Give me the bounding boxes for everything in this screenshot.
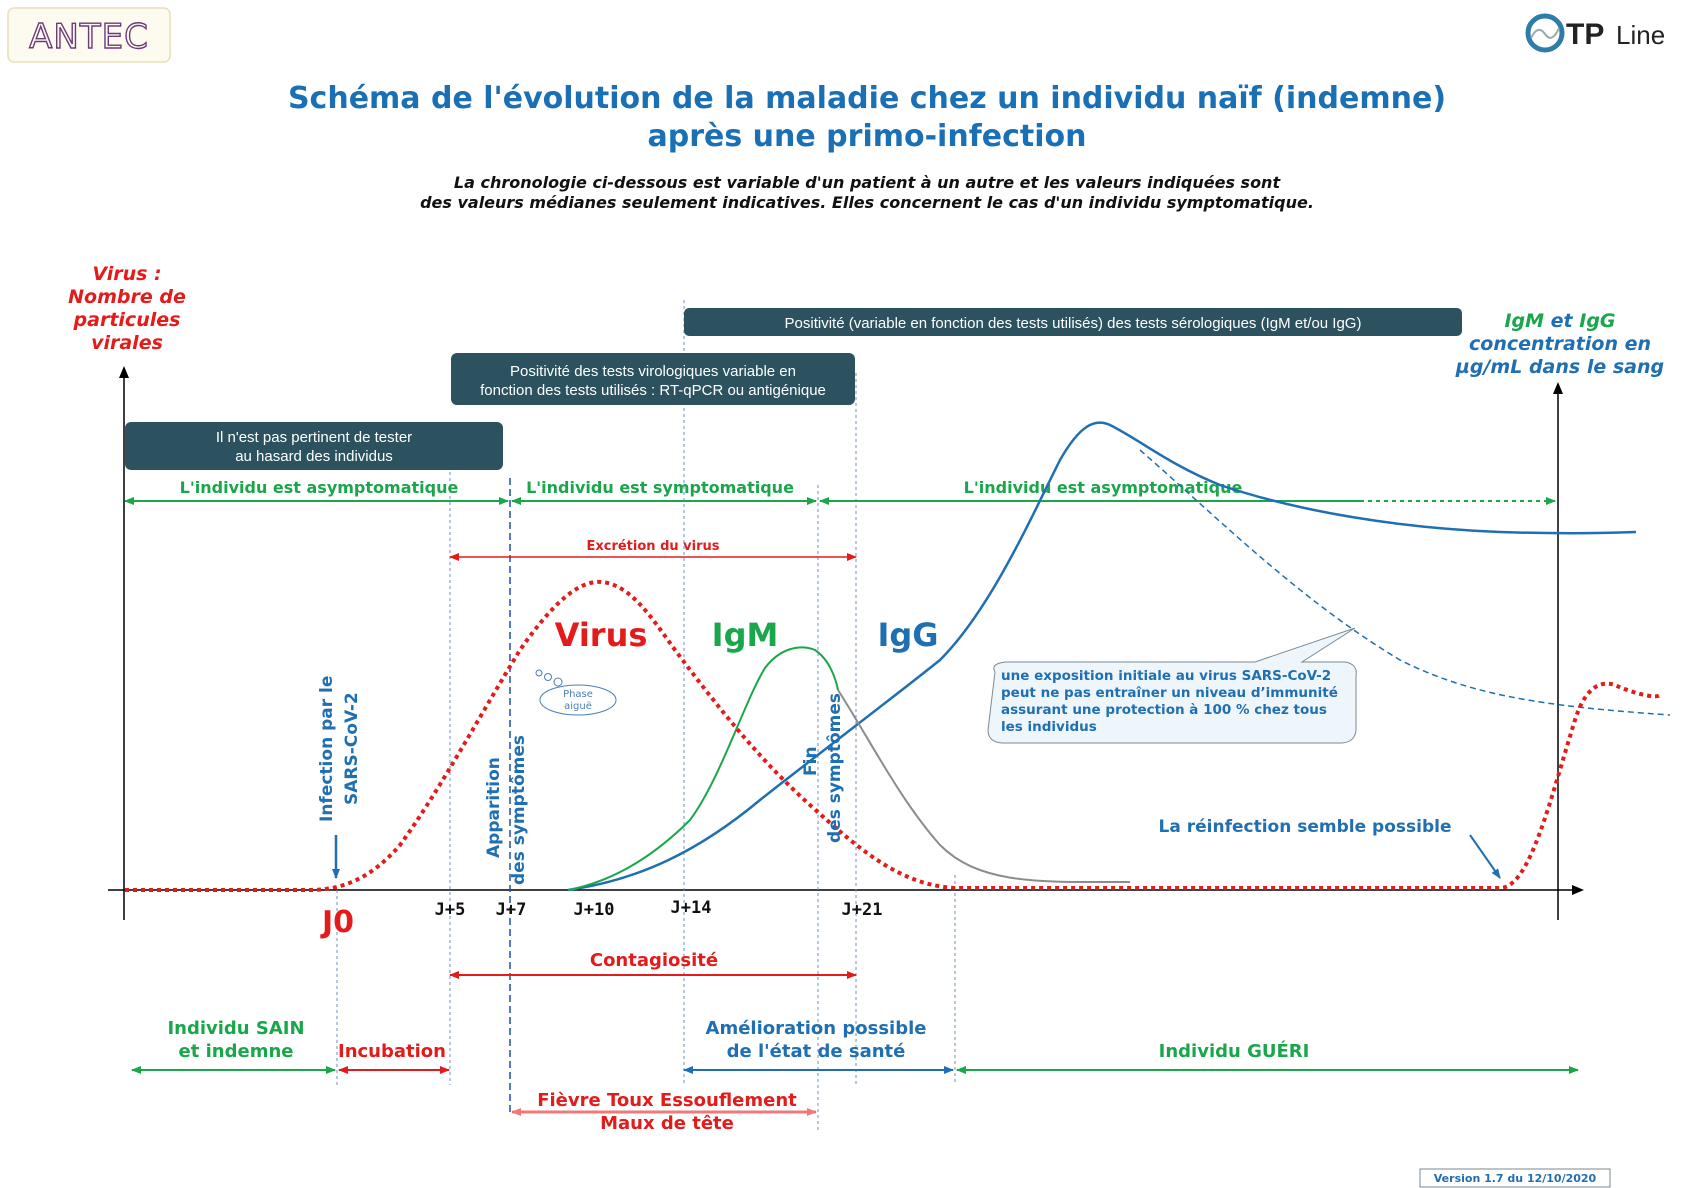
reinfection-label: La réinfection semble possible [1159, 817, 1452, 837]
svg-text:peut ne pas entraîner un nivea: peut ne pas entraîner un niveau d’immuni… [1001, 685, 1338, 701]
svg-text:aiguë: aiguë [564, 701, 592, 712]
svg-text:Il n'est pas pertinent de test: Il n'est pas pertinent de tester [216, 429, 412, 446]
svg-text:Positivité (variable en foncti: Positivité (variable en fonction des tes… [785, 315, 1362, 332]
igg-label: IgG [877, 616, 938, 654]
bottom-arrows [131, 1066, 1579, 1116]
svg-text:ANTEC: ANTEC [29, 17, 149, 57]
healthy-label-2: et indemne [179, 1041, 294, 1062]
svg-text:concentration en: concentration en [1469, 333, 1651, 355]
svg-text:IgM et IgG: IgM et IgG [1504, 310, 1615, 332]
svg-text:Version 1.7 du 12/10/2020: Version 1.7 du 12/10/2020 [1434, 1172, 1597, 1185]
svg-text:Infection par le: Infection par le [317, 676, 337, 822]
right-axis-label: IgM et IgG concentration en µg/mL dans l… [1455, 310, 1664, 378]
phase-asymptomatic-1: L'individu est asymptomatique [180, 478, 459, 497]
subtitle-line-2: des valeurs médianes seulement indicativ… [420, 193, 1314, 212]
subtitle-line-1: La chronologie ci-dessous est variable d… [454, 173, 1282, 192]
svg-text:une exposition initiale au vir: une exposition initiale au virus SARS-Co… [1001, 668, 1331, 684]
virus-label: Virus [555, 616, 648, 654]
symptoms-label-1: Fièvre Toux Essouflement [537, 1090, 797, 1111]
symptoms-label-2: Maux de tête [600, 1113, 734, 1134]
left-axis-label: Virus : Nombre de particules virales [68, 263, 186, 354]
svg-text:Line: Line [1616, 20, 1665, 50]
title-line-2: après une primo-infection [648, 119, 1087, 154]
svg-text:TP: TP [1566, 18, 1604, 51]
igm-label: IgM [712, 616, 779, 654]
healthy-label-1: Individu SAIN [167, 1018, 304, 1039]
svg-text:des symptômes: des symptômes [825, 693, 845, 843]
day-j7: J+7 [496, 900, 527, 920]
antec-logo: ANTEC [7, 7, 171, 63]
day-j5: J+5 [435, 900, 466, 920]
igg-dashed-branch [1139, 449, 1671, 716]
contagiosity-label: Contagiosité [590, 950, 718, 971]
random-test-box: Il n'est pas pertinent de tester au hasa… [125, 422, 503, 470]
tpline-logo: TP Line [1525, 13, 1665, 53]
svg-text:assurant une protection à 100: assurant une protection à 100 % chez tou… [1001, 702, 1327, 718]
svg-text:µg/mL dans le sang: µg/mL dans le sang [1455, 356, 1664, 378]
svg-text:Apparition: Apparition [484, 757, 504, 858]
svg-text:fonction des tests utilisés :: fonction des tests utilisés : RT-qPCR ou… [480, 382, 826, 399]
svg-text:les individus: les individus [1001, 719, 1097, 735]
svg-text:Nombre de: Nombre de [68, 286, 186, 308]
end-symptoms-vertical-label: Fin des symptômes [801, 693, 845, 843]
title-line-1: Schéma de l'évolution de la maladie chez… [288, 81, 1446, 116]
day-j21: J+21 [842, 900, 883, 920]
svg-text:Positivité des tests virologiq: Positivité des tests virologiques variab… [510, 363, 796, 380]
day-j0: J0 [320, 905, 354, 940]
svg-text:au hasard des individus: au hasard des individus [235, 448, 393, 465]
igm-decline-curve [837, 689, 1131, 884]
svg-text:particules: particules [73, 309, 181, 331]
day-j14: J+14 [671, 898, 712, 918]
svg-text:SARS-CoV-2: SARS-CoV-2 [342, 692, 362, 805]
incubation-label: Incubation [338, 1041, 446, 1062]
igg-curve [567, 421, 1637, 892]
igm-curve [567, 646, 839, 891]
improvement-label-1: Amélioration possible [706, 1018, 927, 1039]
reinfection-arrow [1469, 834, 1501, 879]
day-j10: J+10 [574, 900, 615, 920]
cured-label: Individu GUÉRI [1159, 1040, 1310, 1062]
phase-asymptomatic-2: L'individu est asymptomatique [964, 478, 1243, 497]
infection-vertical-label: Infection par le SARS-CoV-2 [317, 676, 362, 822]
svg-text:virales: virales [91, 332, 163, 354]
excretion-label: Excrétion du virus [586, 539, 719, 554]
virus-curve [125, 579, 1662, 892]
immunity-note: une exposition initiale au virus SARS-Co… [987, 627, 1357, 744]
virology-box: Positivité des tests virologiques variab… [451, 353, 855, 405]
phase-symptomatic: L'individu est symptomatique [526, 478, 794, 497]
serology-box: Positivité (variable en fonction des tes… [684, 308, 1462, 336]
svg-text:Phase: Phase [563, 689, 593, 700]
svg-text:des symptômes: des symptômes [509, 735, 529, 885]
onset-vertical-label: Apparition des symptômes [484, 735, 529, 885]
improvement-label-2: de l'état de santé [727, 1041, 906, 1062]
version-box: Version 1.7 du 12/10/2020 [1419, 1168, 1611, 1188]
svg-text:Virus :: Virus : [92, 263, 161, 285]
acute-phase-bubble: Phase aiguë [535, 669, 617, 716]
svg-text:Fin: Fin [801, 746, 821, 776]
